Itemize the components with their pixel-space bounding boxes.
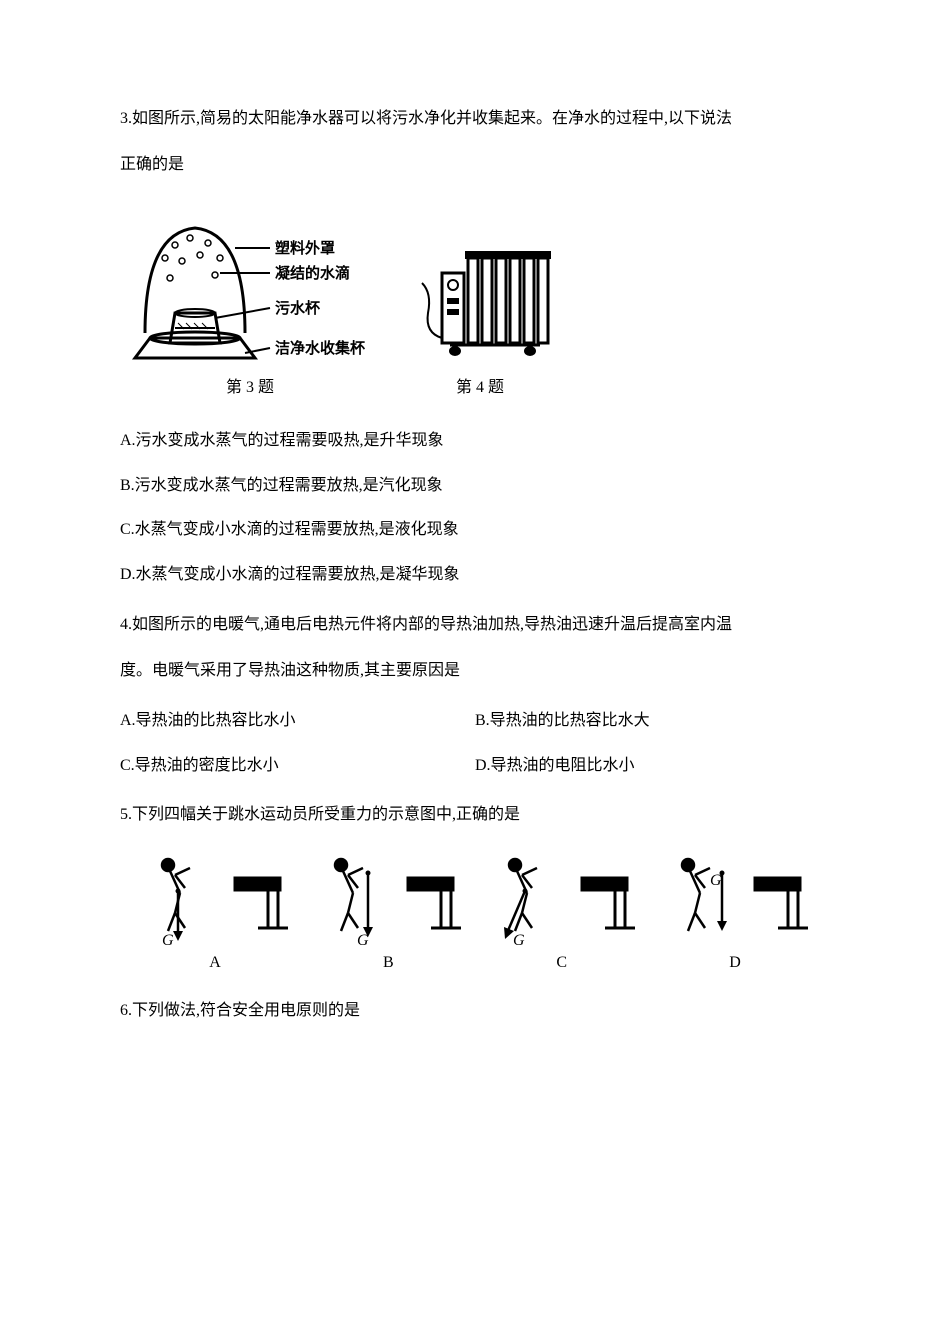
q5-labels: A B C D — [120, 954, 830, 972]
q5-label-d: D — [660, 954, 810, 972]
q3-stem-line1: 3.如图所示,简易的太阳能净水器可以将污水净化并收集起来。在净水的过程中,以下说… — [120, 100, 830, 138]
q4-options-row2: C.导热油的密度比水小 D.导热油的电阻比水小 — [120, 744, 830, 789]
figure-captions: 第 3 题 第 4 题 — [120, 373, 830, 397]
q4-options-row1: A.导热油的比热容比水小 B.导热油的比热容比水大 — [120, 699, 830, 744]
q3-label-dome: 塑料外罩 — [275, 239, 335, 257]
q5-figure-b: G — [313, 853, 463, 948]
q3-option-b: B.污水变成水蒸气的过程需要放热,是汽化现象 — [120, 464, 830, 509]
q4-option-c: C.导热油的密度比水小 — [120, 744, 475, 789]
q3-option-d: D.水蒸气变成小水滴的过程需要放热,是凝华现象 — [120, 553, 830, 598]
q5-label-a: A — [140, 954, 290, 972]
q3-label-clean: 洁净水收集杯 — [275, 339, 366, 357]
q5-figure-d: G — [660, 853, 810, 948]
svg-text:G: G — [513, 932, 525, 948]
q3-figure: 塑料外罩 凝结的水滴 污水杯 洁净水收集杯 — [120, 203, 380, 363]
q4-stem-line1: 4.如图所示的电暖气,通电后电热元件将内部的导热油加热,导热油迅速升温后提高室内… — [120, 606, 830, 644]
q3-option-a: A.污水变成水蒸气的过程需要吸热,是升华现象 — [120, 419, 830, 464]
q4-option-a: A.导热油的比热容比水小 — [120, 699, 475, 744]
figure-row: 塑料外罩 凝结的水滴 污水杯 洁净水收集杯 — [120, 203, 830, 363]
q5-label-b: B — [313, 954, 463, 972]
q5-figure-a: G — [140, 853, 290, 948]
svg-text:G: G — [162, 932, 174, 948]
q4-stem-line2: 度。电暖气采用了导热油这种物质,其主要原因是 — [120, 652, 830, 690]
svg-text:G: G — [357, 932, 369, 948]
exam-page: 3.如图所示,简易的太阳能净水器可以将污水净化并收集起来。在净水的过程中,以下说… — [0, 0, 950, 1098]
q3-label-drops: 凝结的水滴 — [275, 264, 350, 282]
q5-figure-c: G — [487, 853, 637, 948]
q4-caption: 第 4 题 — [380, 373, 580, 397]
q5-stem: 5.下列四幅关于跳水运动员所受重力的示意图中,正确的是 — [120, 796, 830, 834]
q5-label-c: C — [487, 954, 637, 972]
q3-option-c: C.水蒸气变成小水滴的过程需要放热,是液化现象 — [120, 508, 830, 553]
q6-stem: 6.下列做法,符合安全用电原则的是 — [120, 992, 830, 1030]
q3-stem-line2: 正确的是 — [120, 146, 830, 184]
svg-text:G: G — [710, 872, 722, 889]
q4-option-b: B.导热油的比热容比水大 — [475, 699, 830, 744]
q5-figures: G G — [120, 853, 830, 948]
q4-figure — [420, 223, 570, 363]
q3-caption: 第 3 题 — [120, 373, 380, 397]
q4-option-d: D.导热油的电阻比水小 — [475, 744, 830, 789]
q3-label-dirty: 污水杯 — [275, 299, 321, 317]
